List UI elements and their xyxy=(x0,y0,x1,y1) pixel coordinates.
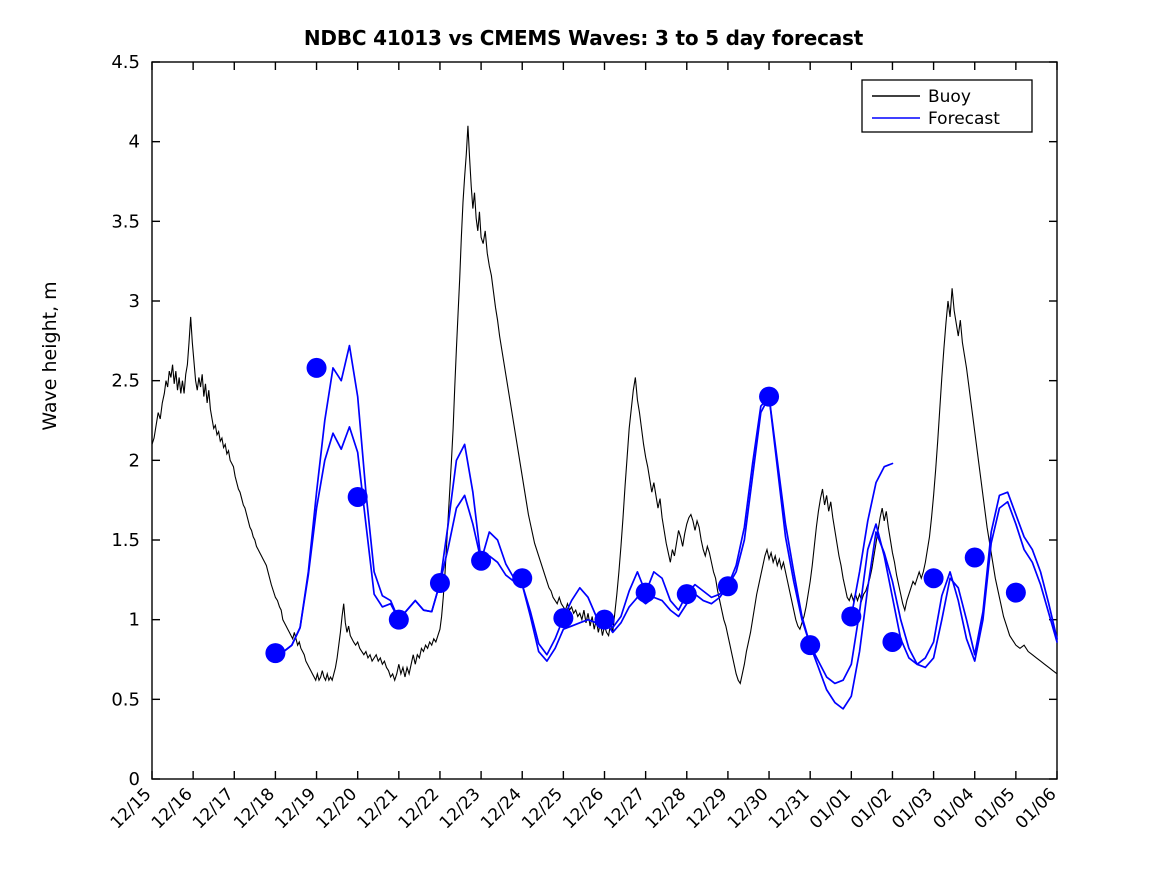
x-tick-label: 01/04 xyxy=(929,784,978,833)
axes-frame xyxy=(151,61,1058,780)
y-tick-label: 1.5 xyxy=(111,530,140,551)
x-tick-label: 12/16 xyxy=(148,784,197,833)
y-tick-label: 1 xyxy=(129,610,140,631)
buoy-polyline xyxy=(151,125,1058,685)
forecast-start-marker xyxy=(882,631,903,652)
forecast-start-markers xyxy=(265,357,1026,664)
legend-box xyxy=(861,79,1033,133)
forecast-start-marker xyxy=(594,609,615,630)
series-buoy-line xyxy=(151,125,1058,685)
forecast-start-marker xyxy=(265,643,286,664)
forecast-segment-6 xyxy=(850,462,894,618)
y-tick-label: 2 xyxy=(129,450,140,471)
y-tick-label: 3.5 xyxy=(111,211,140,232)
forecast-start-marker xyxy=(388,609,409,630)
x-tick-label: 12/26 xyxy=(559,784,608,833)
forecast-start-marker xyxy=(553,608,574,629)
forecast-start-marker xyxy=(676,584,697,605)
x-tick-label: 01/06 xyxy=(1012,784,1061,833)
x-tick-label: 12/17 xyxy=(189,784,238,833)
x-tick-label: 12/27 xyxy=(600,784,649,833)
legend-label-forecast: Forecast xyxy=(928,109,1000,129)
x-tick-label: 01/03 xyxy=(888,784,937,833)
forecast-start-marker xyxy=(717,576,738,597)
chart-title: NDBC 41013 vs CMEMS Waves: 3 to 5 day fo… xyxy=(303,26,864,50)
forecast-start-marker xyxy=(1005,582,1026,603)
x-tick-label: 01/02 xyxy=(847,784,896,833)
x-tick-label: 12/24 xyxy=(477,784,526,833)
forecast-start-marker xyxy=(759,386,780,407)
forecast-start-marker xyxy=(512,568,533,589)
x-tick-label: 12/20 xyxy=(312,784,361,833)
y-tick-label: 3 xyxy=(129,291,140,312)
forecast-start-marker xyxy=(429,573,450,594)
series-forecast-lines xyxy=(274,344,1058,710)
forecast-start-marker xyxy=(964,547,985,568)
forecast-start-marker xyxy=(841,606,862,627)
x-tick-label: 01/01 xyxy=(806,784,855,833)
forecast-segment-3 xyxy=(439,395,812,662)
forecast-segment-4 xyxy=(809,491,1058,710)
x-tick-label: 12/23 xyxy=(436,784,485,833)
x-tick-label: 12/29 xyxy=(683,784,732,833)
x-tick-label: 12/25 xyxy=(518,784,567,833)
x-tick-label: 12/18 xyxy=(230,784,279,833)
forecast-start-marker xyxy=(347,486,368,507)
x-tick-label: 12/30 xyxy=(724,784,773,833)
y-tick-label: 4.5 xyxy=(111,52,140,73)
x-tick-label: 12/21 xyxy=(354,784,403,833)
y-axis-ticks: 0 0.5 1 1.5 2 2.5 3 3.5 4 4.5 xyxy=(111,52,1057,790)
forecast-segment-5 xyxy=(809,500,1058,685)
y-tick-label: 4 xyxy=(129,132,140,153)
x-axis-ticks: 12/1512/1612/1712/1812/1912/2012/2112/22… xyxy=(107,62,1061,833)
x-tick-label: 12/19 xyxy=(271,784,320,833)
forecast-start-marker xyxy=(635,582,656,603)
y-tick-label: 0 xyxy=(129,769,140,790)
x-tick-label: 12/22 xyxy=(395,784,444,833)
plot-frame xyxy=(151,61,1058,780)
x-tick-label: 12/31 xyxy=(765,784,814,833)
forecast-start-marker xyxy=(800,635,821,656)
forecast-start-marker xyxy=(471,550,492,571)
forecast-start-marker xyxy=(306,357,327,378)
forecast-segment-1 xyxy=(274,426,441,654)
y-tick-label: 0.5 xyxy=(111,689,140,710)
legend-label-buoy: Buoy xyxy=(928,87,971,107)
forecast-start-marker xyxy=(923,568,944,589)
x-tick-label: 01/05 xyxy=(971,784,1020,833)
y-tick-label: 2.5 xyxy=(111,371,140,392)
x-tick-label: 12/28 xyxy=(642,784,691,833)
x-tick-label: 12/15 xyxy=(107,784,156,833)
forecast-segment-2 xyxy=(439,395,812,656)
